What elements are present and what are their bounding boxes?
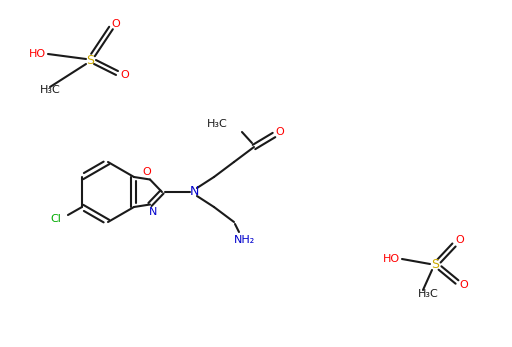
Text: H₃C: H₃C [40, 85, 61, 95]
Text: N: N [189, 185, 199, 197]
Text: HO: HO [383, 254, 400, 264]
Text: O: O [112, 19, 120, 29]
Text: O: O [143, 167, 152, 177]
Text: O: O [121, 70, 130, 80]
Text: HO: HO [29, 49, 46, 59]
Text: S: S [86, 53, 94, 67]
Text: Cl: Cl [50, 214, 61, 224]
Text: H₃C: H₃C [418, 289, 439, 299]
Text: O: O [460, 280, 468, 290]
Text: NH₂: NH₂ [234, 235, 255, 245]
Text: H₃C: H₃C [207, 119, 228, 129]
Text: N: N [149, 206, 157, 217]
Text: O: O [456, 235, 464, 245]
Text: O: O [275, 127, 284, 137]
Text: S: S [431, 259, 439, 271]
